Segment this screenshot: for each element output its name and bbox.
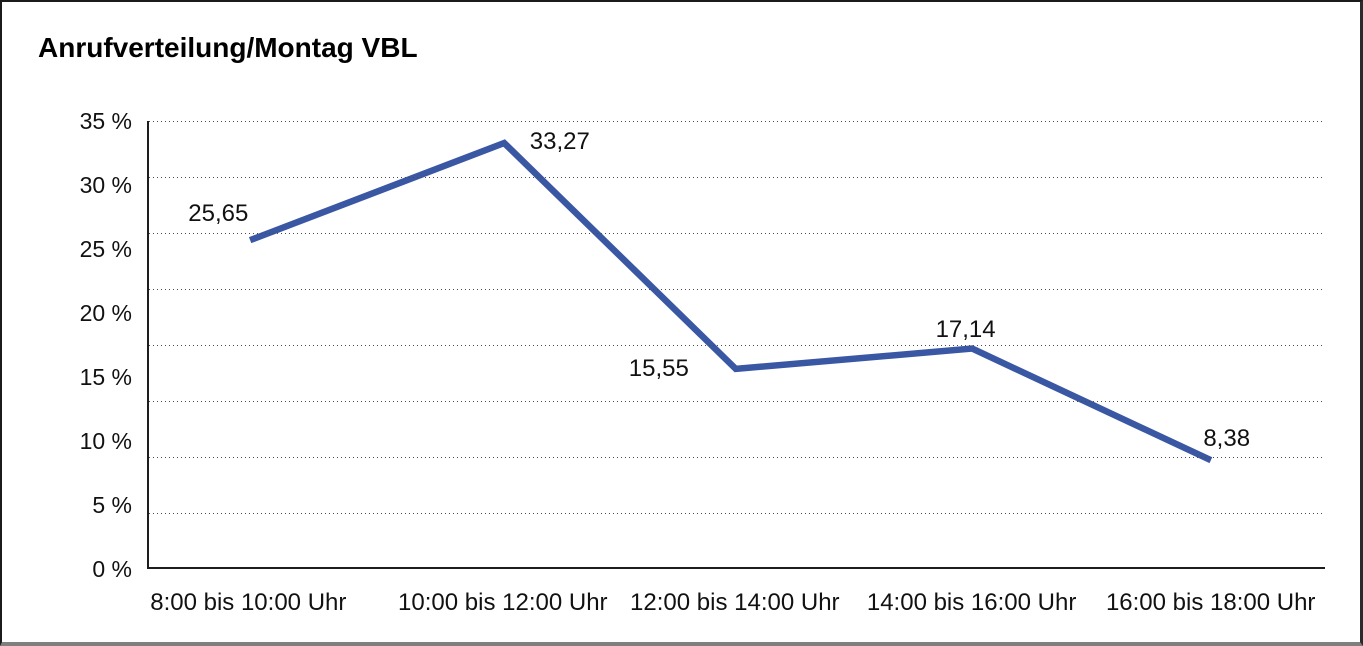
y-tick-label: 5 % xyxy=(92,492,132,518)
chart-title: Anrufverteilung/Montag VBL xyxy=(38,32,418,63)
y-tick-label: 15 % xyxy=(79,364,132,390)
y-tick-label: 10 % xyxy=(79,428,132,454)
gridline xyxy=(149,233,1325,234)
y-tick-label: 30 % xyxy=(79,172,132,198)
x-tick-label: 16:00 bis 18:00 Uhr xyxy=(1105,589,1316,616)
x-axis: 8:00 bis 10:00 Uhr 10:00 bis 12:00 Uhr 12:… xyxy=(147,588,1325,620)
plot-area xyxy=(147,121,1325,569)
gridline xyxy=(149,289,1325,290)
gridline xyxy=(149,513,1325,514)
y-tick-label: 25 % xyxy=(79,236,132,262)
gridline xyxy=(149,121,1325,122)
gridline xyxy=(149,457,1325,458)
data-line xyxy=(248,139,1213,464)
line-chart-svg xyxy=(248,139,1213,464)
x-tick-label: 10:00 bis 12:00 Uhr xyxy=(398,589,608,616)
value-label: 33,27 xyxy=(529,128,590,156)
x-tick-label: 12:00 bis 14:00 Uhr xyxy=(630,589,840,616)
value-label: 25,65 xyxy=(188,199,249,227)
y-tick-label: 35 % xyxy=(79,108,132,134)
gridline xyxy=(149,177,1325,178)
gridline xyxy=(149,345,1325,346)
gridline xyxy=(149,401,1325,402)
value-label: 17,14 xyxy=(935,315,996,343)
y-tick-label: 0 % xyxy=(92,556,132,582)
value-label: 8,38 xyxy=(1203,424,1251,452)
x-tick-label: 14:00 bis 16:00 Uhr xyxy=(866,589,1077,616)
y-tick-label: 20 % xyxy=(79,300,132,326)
value-label: 15,55 xyxy=(628,355,689,382)
x-tick-label: 8:00 bis 10:00 Uhr xyxy=(150,589,347,616)
y-axis: 35 % 30 % 25 % 20 % 15 % 10 % 5 % 0 % xyxy=(22,108,132,582)
